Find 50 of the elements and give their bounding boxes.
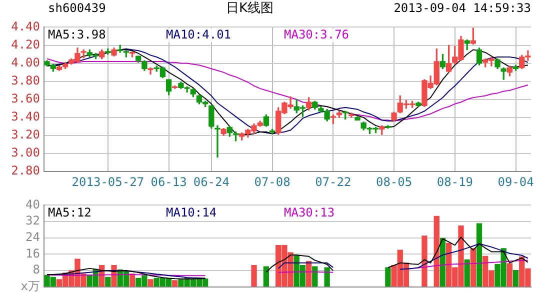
candlestick [214, 125, 220, 158]
y-tick-label: x万 [20, 278, 40, 293]
bar [385, 267, 391, 287]
bar [148, 279, 154, 287]
x-tick-label: 2013-05-27 [72, 174, 144, 189]
series-label: MA5:3.98 [48, 27, 106, 42]
y-tick-label: 16 [26, 246, 40, 260]
series-label: MA10:4.01 [166, 27, 232, 42]
bar [470, 248, 476, 287]
bar [251, 265, 257, 287]
y-tick-label: 3.60 [11, 92, 40, 106]
y-tick-label: 24 [26, 230, 40, 244]
bar [324, 267, 330, 287]
candlestick [80, 49, 86, 58]
chart-title: 日K线图 [226, 0, 274, 17]
x-tick-label: 06-24 [193, 174, 230, 189]
y-tick-label: 8 [32, 262, 40, 277]
bar [422, 236, 428, 287]
x-tick-label: 07-22 [315, 174, 352, 189]
candlestick [148, 67, 154, 74]
x-tick-label: 09-04 [498, 174, 534, 189]
y-tick-label: 4.40 [11, 19, 40, 34]
text: MA30:3.76 [284, 27, 350, 42]
y-tick-label: 40 [26, 197, 40, 212]
y-tick-label: 3.20 [11, 128, 40, 142]
y-tick-label: 3.40 [11, 110, 40, 124]
y-tick-label: 2.80 [11, 164, 40, 178]
bar [506, 263, 513, 287]
x-tick-label: 07-08 [254, 174, 290, 189]
x-tick-label: 08-19 [436, 174, 473, 189]
bar [263, 266, 270, 287]
y-tick-label: 3.80 [11, 73, 40, 88]
bar [172, 280, 178, 287]
y-tick-label: 4.00 [11, 55, 40, 70]
bar [312, 266, 318, 287]
y-tick-label: 32 [26, 214, 40, 228]
bar [105, 276, 111, 287]
bar [476, 223, 482, 287]
y-tick-label: 4.20 [11, 37, 40, 52]
text: MA10:14 [166, 205, 217, 220]
text: sh600439 [48, 1, 106, 15]
bar [512, 270, 519, 287]
text: MA5:12 [48, 205, 92, 220]
x-tick-label: 06-13 [150, 174, 187, 189]
x-tick-label: 08-05 [376, 174, 412, 189]
bar [434, 216, 440, 287]
bar [464, 259, 470, 287]
text: MA30:13 [284, 205, 335, 220]
text: 2013-09-04 14:59:33 [394, 1, 531, 15]
y-tick-label: 3.00 [11, 146, 40, 160]
